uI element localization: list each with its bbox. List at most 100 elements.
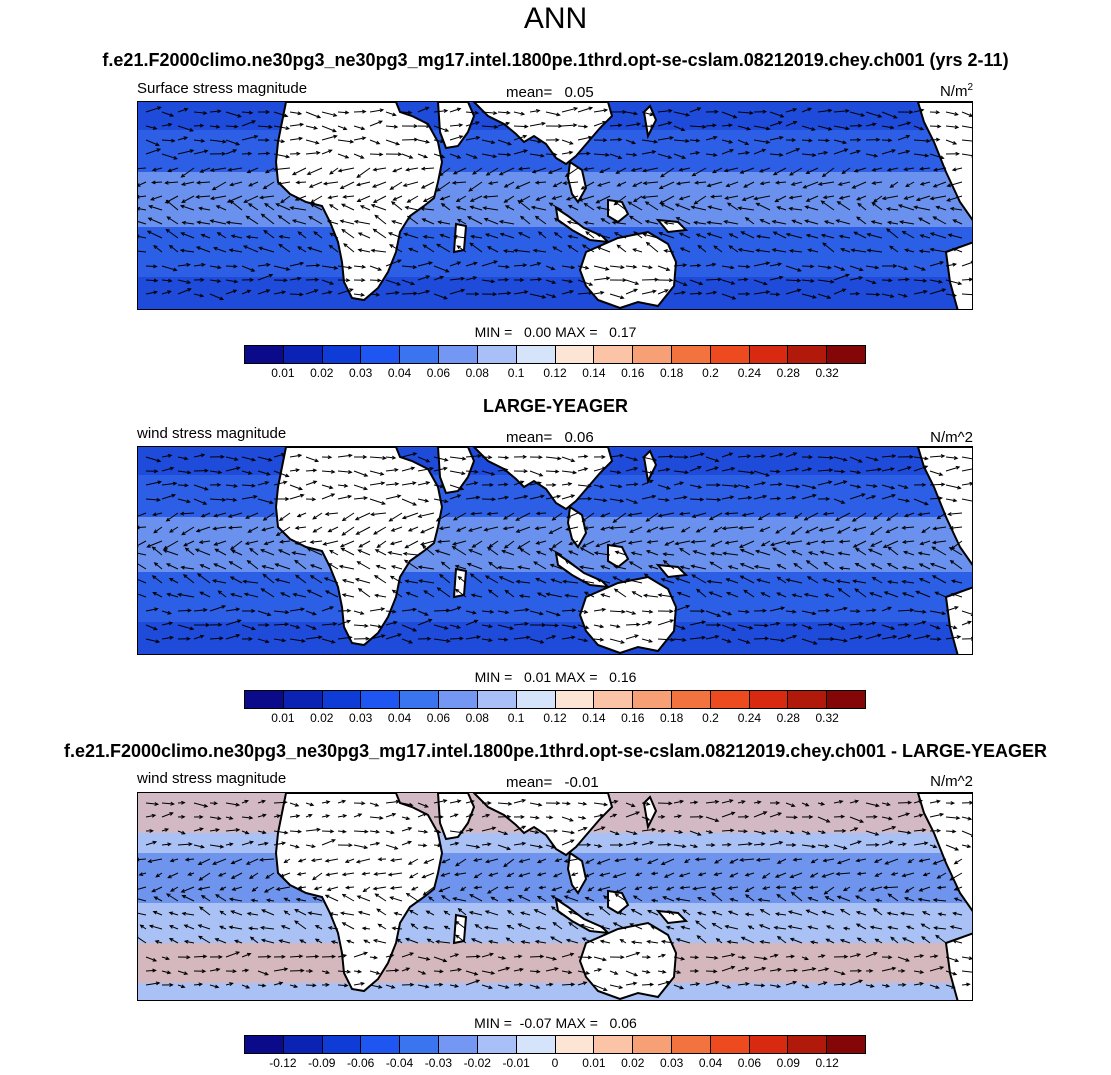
- wind-vector: [408, 872, 419, 879]
- colorbar-swatch: [827, 1036, 865, 1053]
- wind-vector: [713, 526, 723, 533]
- wind-vector: [291, 219, 307, 225]
- wind-vector: [562, 181, 579, 186]
- wind-vector: [904, 248, 915, 253]
- wind-vector: [817, 637, 835, 642]
- wind-vector: [353, 844, 369, 850]
- wind-vector: [953, 897, 963, 902]
- wind-vector: [753, 636, 770, 641]
- wind-vector: [932, 898, 947, 903]
- wind-vector: [625, 152, 638, 157]
- wind-vector: [869, 526, 883, 536]
- wind-vector: [647, 858, 659, 864]
- wind-vector: [593, 984, 608, 991]
- wind-vector: [641, 969, 651, 974]
- wind-vector: [337, 969, 352, 974]
- wind-vector: [791, 550, 803, 556]
- wind-vector: [551, 886, 563, 892]
- wind-vector: [161, 828, 170, 832]
- wind-vector: [321, 814, 331, 818]
- wind-vector: [854, 895, 867, 902]
- wind-vector: [856, 937, 867, 944]
- wind-vector: [809, 872, 819, 878]
- wind-vector: [533, 561, 547, 570]
- wind-vector: [230, 549, 243, 556]
- wind-vector: [625, 802, 636, 808]
- wind-vector: [646, 526, 659, 533]
- wind-vector: [273, 800, 288, 805]
- wind-vector: [257, 289, 271, 295]
- wind-vector: [721, 466, 736, 472]
- wind-vector: [913, 482, 927, 487]
- wind-vector: [567, 205, 579, 211]
- wind-vector: [593, 813, 605, 818]
- wind-vector: [410, 923, 419, 930]
- wind-vector: [593, 138, 608, 143]
- wind-vector: [869, 925, 883, 930]
- wind-vector: [169, 886, 179, 892]
- wind-vector: [469, 573, 483, 584]
- panel-3-title: f.e21.F2000climo.ne30pg3_ne30pg3_mg17.in…: [63, 741, 1048, 761]
- wind-vector: [660, 858, 675, 865]
- wind-vector: [258, 246, 275, 253]
- wind-vector: [713, 245, 723, 253]
- wind-vector: [849, 470, 862, 475]
- wind-vector: [609, 265, 625, 270]
- wind-vector: [417, 481, 431, 486]
- wind-vector: [370, 204, 387, 211]
- wind-vector: [679, 885, 691, 890]
- wind-vector: [177, 624, 195, 631]
- wind-vector: [481, 952, 494, 958]
- intensity-band: [138, 943, 972, 983]
- wind-vector: [739, 857, 755, 862]
- wind-vector: [498, 167, 515, 176]
- wind-vector: [793, 562, 803, 570]
- wind-vector: [593, 454, 606, 459]
- wind-vector: [337, 288, 354, 295]
- wind-vector: [625, 482, 639, 487]
- wind-vector: [548, 548, 563, 556]
- panel-2-minmax: MIN = 0.01 MAX = 0.16: [474, 669, 637, 685]
- wind-vector: [225, 264, 238, 269]
- wind-vector: [593, 498, 608, 503]
- wind-vector: [929, 153, 945, 160]
- wind-vector: [696, 588, 707, 598]
- wind-vector: [153, 562, 163, 570]
- wind-vector: [577, 955, 593, 960]
- wind-vector: [625, 841, 638, 846]
- wind-vector: [305, 814, 313, 818]
- wind-vector: [961, 610, 972, 616]
- wind-vector: [609, 525, 627, 530]
- wind-vector: [257, 830, 267, 835]
- wind-vector: [737, 110, 754, 115]
- wind-vector: [578, 195, 595, 202]
- wind-vector: [264, 203, 275, 211]
- wind-vector: [727, 910, 739, 916]
- panel-2-map-svg: [138, 447, 972, 654]
- wind-vector: [161, 982, 174, 987]
- wind-vector: [865, 484, 878, 488]
- wind-vector: [145, 956, 158, 962]
- colorbar-tick-label: 0.06: [737, 1056, 762, 1070]
- wind-vector: [694, 857, 707, 862]
- wind-vector: [659, 203, 675, 211]
- wind-vector: [673, 470, 690, 475]
- land-mass: [655, 909, 689, 925]
- wind-vector: [951, 247, 963, 253]
- wind-vector: [945, 801, 956, 806]
- wind-vector: [869, 592, 883, 598]
- wind-vector: [465, 635, 482, 640]
- wind-vector: [680, 526, 691, 533]
- wind-vector: [145, 290, 159, 295]
- wind-vector: [565, 526, 579, 531]
- wind-vector: [705, 109, 719, 114]
- wind-vector: [257, 610, 272, 617]
- wind-vector: [278, 512, 291, 522]
- wind-vector: [196, 180, 211, 185]
- wind-vector: [169, 526, 179, 533]
- wind-vector: [339, 911, 355, 916]
- wind-vector: [689, 814, 704, 819]
- wind-vector: [548, 526, 563, 534]
- wind-vector: [673, 984, 685, 990]
- wind-vector: [658, 181, 675, 189]
